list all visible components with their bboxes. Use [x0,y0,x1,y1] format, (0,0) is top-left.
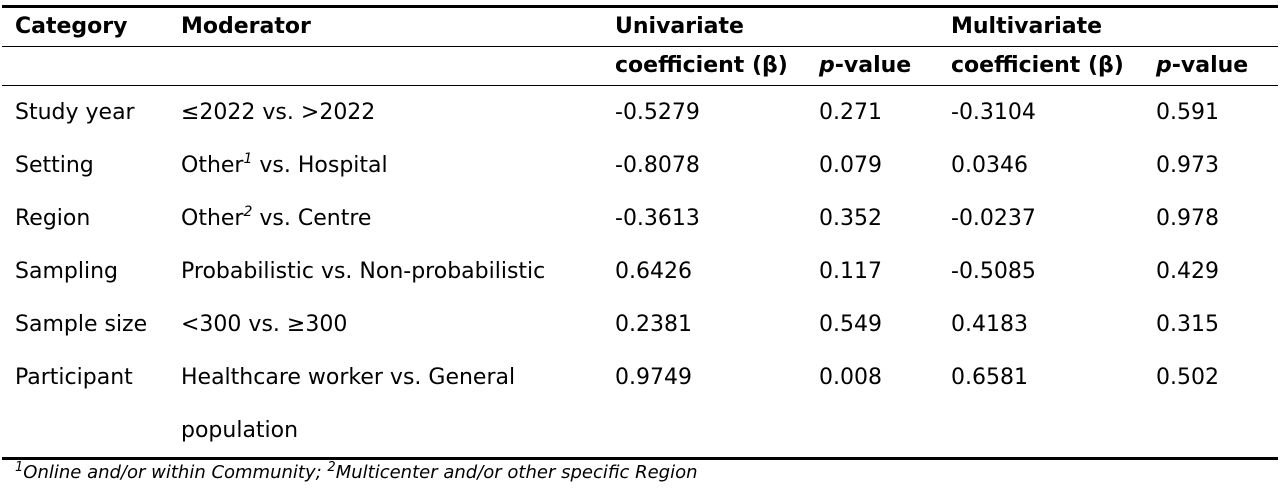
cell-uni-p: 0.079 [819,153,882,178]
cell-uni-p: 0.352 [819,206,882,231]
table-row: Participant Healthcare worker vs. Genera… [2,351,1279,460]
cell-multi-coef: -0.3104 [951,100,1036,125]
table-row: Sampling Probabilistic vs. Non-probabili… [2,245,1278,298]
cell-uni-p: 0.117 [819,259,882,284]
cell-uni-coef: -0.3613 [615,206,700,231]
header-uni-coefficient: coefficient (β) [602,46,806,86]
cell-multi-p: 0.978 [1156,206,1219,231]
cell-multi-p: 0.429 [1156,259,1219,284]
header-uni-pvalue: p-value [806,46,938,86]
table-row: Region Other2 vs. Centre -0.3613 0.352 -… [2,192,1278,245]
cell-moderator: Other2 vs. Centre [181,204,372,231]
cell-uni-coef: 0.9749 [602,351,806,460]
cell-multi-p: 0.591 [1156,100,1219,125]
cell-moderator: Probabilistic vs. Non-probabilistic [181,259,546,284]
cell-multi-p: 0.973 [1156,153,1219,178]
header-category: Category [2,5,168,47]
cell-multi-coef: -0.0237 [951,206,1036,231]
header-row-1: Category Moderator Univariate Multivaria… [2,5,1279,47]
cell-uni-p: 0.549 [819,312,882,337]
cell-multi-coef: -0.5085 [951,259,1036,284]
cell-uni-p: 0.271 [819,100,882,125]
cell-uni-coef: 0.2381 [615,312,692,337]
header-row-2: coefficient (β) p-value coefficient (β) … [2,46,1279,86]
regression-table: Category Moderator Univariate Multivaria… [2,5,1279,460]
table-footnote: 1Online and/or within Community; 2Multic… [15,460,698,483]
cell-uni-p: 0.008 [806,351,938,460]
cell-moderator: <300 vs. ≥300 [181,312,348,337]
cell-category: Study year [15,100,135,125]
table-row: Sample size <300 vs. ≥300 0.2381 0.549 0… [2,298,1278,351]
cell-uni-coef: -0.5279 [615,100,700,125]
cell-category: Region [15,206,91,231]
cell-category: Participant [2,351,168,460]
cell-multi-coef: 0.6581 [938,351,1143,460]
header-moderator: Moderator [168,5,602,47]
cell-category: Sample size [15,312,148,337]
cell-moderator: ≤2022 vs. >2022 [181,100,376,125]
table-row: Setting Other1 vs. Hospital -0.8078 0.07… [2,139,1278,192]
cell-uni-coef: 0.6426 [615,259,692,284]
header-multi-coefficient: coefficient (β) [938,46,1143,86]
cell-moderator: Healthcare worker vs. General population [168,351,602,460]
cell-category: Sampling [15,259,118,284]
table-row: Study year ≤2022 vs. >2022 -0.5279 0.271… [2,86,1278,140]
cell-multi-coef: 0.0346 [951,153,1028,178]
header-multivariate: Multivariate [938,5,1279,47]
cell-moderator: Other1 vs. Hospital [181,151,388,178]
header-univariate: Univariate [602,5,938,47]
cell-uni-coef: -0.8078 [615,153,700,178]
cell-multi-p: 0.315 [1156,312,1219,337]
cell-multi-p: 0.502 [1143,351,1279,460]
cell-category: Setting [15,153,94,178]
cell-multi-coef: 0.4183 [951,312,1028,337]
header-multi-pvalue: p-value [1143,46,1279,86]
